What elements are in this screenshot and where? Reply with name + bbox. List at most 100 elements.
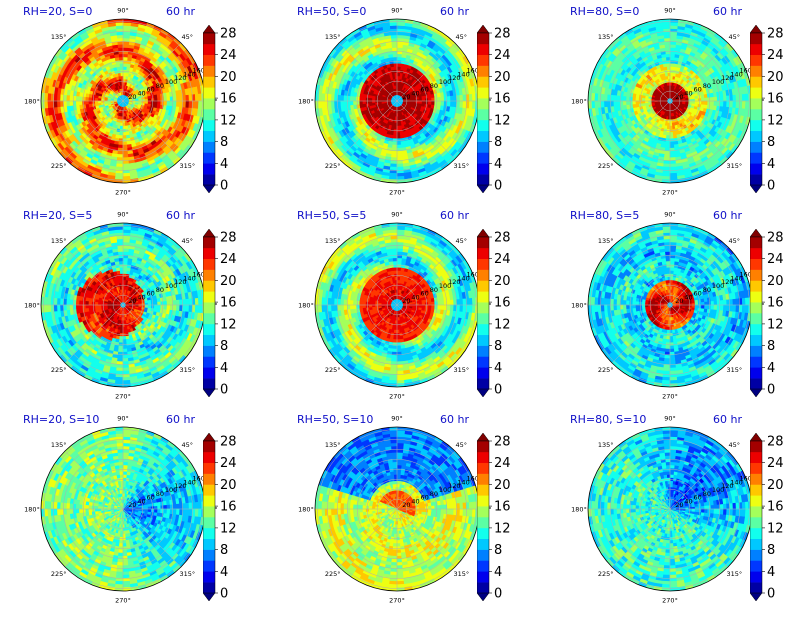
angular-tick-label: 315° [179,162,195,170]
contour-cell [714,101,717,106]
radial-tick-label: 20 [402,93,410,101]
colorbar-segment [477,120,489,131]
contour-cell [670,139,674,142]
colorbar-segment [203,66,215,77]
polar-panel: RH=50, S=060 hr204060801001201401600°45°… [297,5,507,205]
contour-cell [447,101,450,106]
contour-cell [397,136,401,139]
contour-cell [422,101,425,104]
contour-cell [432,101,435,105]
radial-tick-label: 40 [137,89,145,97]
contour-cell [161,97,164,101]
contour-cell [394,126,397,129]
contour-cell [120,126,123,129]
colorbar-tick-label: 8 [494,135,502,150]
contour-cell [708,97,711,101]
angular-tick-label: 45° [182,33,194,41]
contour-cell [123,151,128,154]
contour-cell [88,98,91,101]
contour-cell [120,132,123,135]
contour-cell [397,151,402,154]
contour-cell [145,101,148,104]
contour-cell [69,96,72,101]
contour-cell [670,76,673,79]
contour-cell [148,101,151,104]
contour-cell [413,101,416,103]
contour-cell [416,101,419,103]
contour-cell [118,54,123,57]
contour-cell [121,123,124,126]
contour-cell [714,96,717,101]
contour-cell [123,54,128,57]
angular-tick-label: 180° [298,98,314,106]
contour-cell [154,101,157,104]
colorbar-segment [203,109,215,120]
contour-cell [665,145,670,148]
contour-cell [441,101,444,106]
contour-cell [85,101,88,105]
contour-cell [123,60,127,63]
contour-cell [76,96,79,101]
contour-cell [82,97,85,101]
colorbar-tick-label: 4 [220,157,228,172]
contour-cell [397,47,402,50]
contour-cell [435,97,438,101]
contour-cell [123,76,126,79]
polar-plot: 204060801001201401600°45°90°135°180°225°… [295,0,499,203]
colorbar-extend-max [477,25,489,33]
contour-cell [642,98,645,101]
angular-tick-label: 45° [456,33,468,41]
colorbar-segment [477,76,489,87]
colorbar-tick-label: 0 [220,179,228,194]
colorbar-extend-min [477,185,489,193]
contour-cell [392,151,397,154]
contour-cell [447,96,450,101]
contour-cell [397,79,399,82]
colorbar-segment [203,131,215,142]
contour-cell [665,47,670,50]
contour-cell [142,101,145,103]
colorbar-tick-label: 20 [494,70,511,85]
contour-cell [667,126,670,129]
angular-tick-label: 315° [453,162,469,170]
contour-cell [76,101,79,106]
colorbar-tick-label: 0 [494,179,502,194]
contour-cell [397,60,401,63]
polar-panel: RH=20, S=060 hr204060801001201401600°45°… [23,5,233,205]
radial-tick-label: 60 [147,86,155,94]
contour-cell [635,98,638,101]
colorbar-segment [203,152,215,163]
colorbar-tick-label: 24 [220,48,237,63]
contour-cell [441,96,444,101]
contour-cell [397,145,402,148]
contour-cell [118,47,123,50]
radial-tick-label: 60 [421,86,429,94]
contour-cell [392,54,397,57]
contour-cell [394,132,397,135]
contour-cell [701,101,704,104]
angular-tick-label: 180° [24,98,40,106]
contour-cell [123,63,127,66]
contour-cell [395,120,397,123]
contour-cell [167,101,170,106]
contour-cell [616,101,619,106]
contour-cell [668,123,671,126]
contour-cell [98,99,101,102]
contour-cell [705,101,708,105]
contour-cell [692,101,695,104]
colorbar-tick-label: 28 [220,27,237,42]
contour-cell [173,101,176,106]
contour-cell [123,136,127,139]
contour-cell [158,97,161,101]
contour-cell [393,63,397,66]
angular-tick-label: 270° [389,189,405,197]
contour-cell [369,98,372,101]
colorbar-tick-label: 12 [494,113,511,128]
contour-cell [123,139,127,142]
contour-cell [375,99,378,101]
colorbar-segment [477,33,489,44]
contour-cell [350,101,353,106]
contour-cell [616,96,619,101]
contour-cell [720,96,723,101]
